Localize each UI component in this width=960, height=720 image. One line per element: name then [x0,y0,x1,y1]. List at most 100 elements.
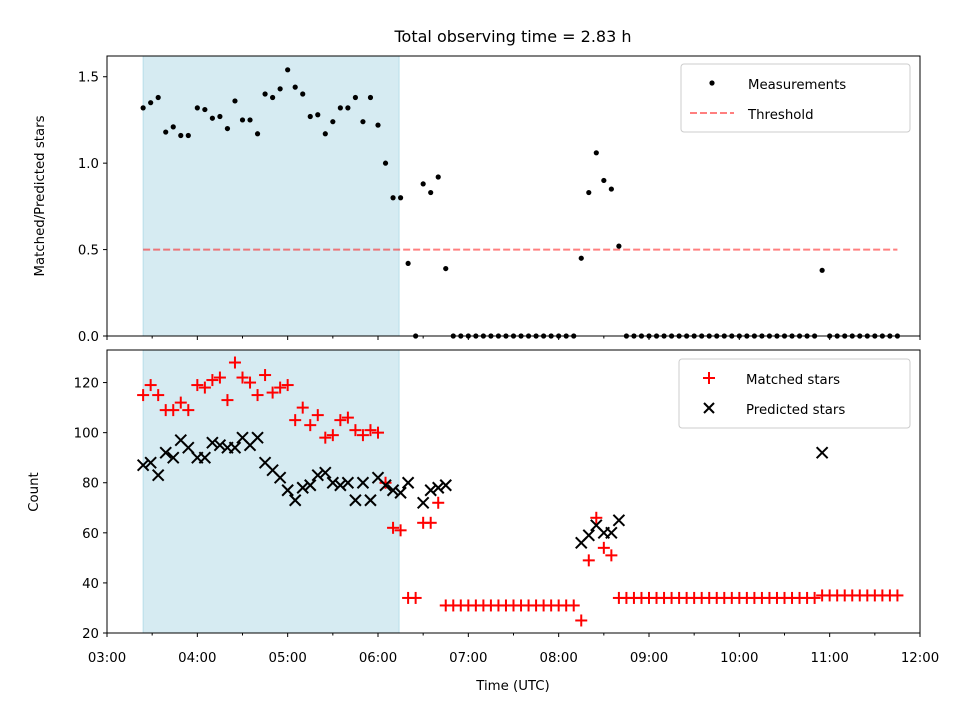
predicted-star-point [167,451,180,464]
predicted-x-b [288,494,302,507]
predicted-x-b [386,484,400,497]
bottom-y-tick-label: 20 [82,627,99,642]
predicted-star-point [386,484,400,497]
measurement-point [322,131,328,137]
matched-star-point [409,591,422,604]
predicted-x-b [251,431,264,444]
bottom-x-tick-label: 07:00 [449,651,487,666]
bottom-y-tick-label: 100 [74,427,99,442]
measurement-point [217,113,223,120]
measurement-point [608,186,614,192]
matched-star-point [364,424,377,437]
predicted-x-b [236,431,249,444]
matched-star-point [590,511,603,524]
matched-star-point [259,369,272,382]
matched-star-point [582,554,595,567]
matched-star-point [341,411,354,424]
measurement-point [352,94,359,101]
predicted-star-point [198,451,212,464]
matched-star-point [575,614,588,627]
measurement-point [277,86,283,92]
measurement-point [163,129,169,135]
predicted-star-point [151,469,165,482]
top-y-ticks: 0.0 0.5 1.0 1.5 [78,71,107,345]
predicted-x-b [334,479,347,492]
matched-star-point [198,381,211,394]
predicted-star-point [341,476,355,489]
measurement-point [367,94,374,101]
x-axis-label: Time (UTC) [475,679,550,694]
top-legend: Measurements Threshold [680,63,911,133]
predicted-x-b [394,486,407,499]
bottom-y-tick-label: 40 [82,577,99,592]
predicted-x-b [206,436,219,449]
predicted-x-b [167,451,180,464]
predicted-x-b [356,476,370,489]
matched-stars-points [137,356,904,627]
matched-star-point [387,521,400,534]
predicted-star-point [334,479,347,492]
top-y-tick-label: 1.0 [78,157,99,172]
predicted-x-b [266,464,279,477]
measurement-point [140,105,146,111]
predicted-x-b [815,446,829,459]
predicted-x-b [151,469,165,482]
matched-star-point [372,426,384,439]
predicted-x-b [304,479,317,492]
matched-star-point [356,429,369,442]
predicted-star-point [612,514,626,527]
predicted-star-point [416,496,430,509]
predicted-star-point [815,446,829,459]
matched-star-point [221,394,234,407]
predicted-x-b [198,451,212,464]
predicted-x-b [341,476,355,489]
predicted-x-b [364,494,377,507]
measurement-point [185,132,191,139]
bottom-y-ticks: 20 40 60 80 100 120 [74,377,107,642]
predicted-x-b [605,526,618,540]
predicted-star-point [349,494,362,507]
measurement-point [428,189,434,196]
predicted-star-point [251,431,264,444]
measurement-point [397,195,404,201]
measurement-point [307,113,313,120]
matched-star-point [319,431,332,444]
matched-star-point [144,379,157,392]
predicted-star-point [288,494,302,507]
predicted-star-point [144,456,157,469]
measurement-point [601,177,607,184]
top-x-ticks [106,336,921,340]
predicted-x-b [379,479,392,492]
measurement-point [330,119,336,125]
matched-star-point [891,589,904,602]
measurement-point [170,124,176,130]
predicted-x-b [296,481,309,494]
predicted-x-b [182,441,195,454]
bottom-x-tick-label: 09:00 [630,651,668,666]
measurement-point [390,195,396,201]
bottom-y-tick-label: 120 [74,377,99,392]
measurement-point [315,112,321,118]
measurement-point [285,67,291,73]
measurement-point [593,150,599,156]
top-legend-box [680,63,911,133]
predicted-x-b [311,469,324,482]
measurement-point [202,106,208,113]
legend-threshold-label: Threshold [747,108,814,123]
predicted-x-b [136,458,150,472]
matched-star-point [597,541,610,554]
predicted-x-b [416,496,430,509]
predicted-x-b [319,466,332,479]
bottom-x-tick-label: 06:00 [359,651,397,666]
matched-star-point [274,381,287,394]
measurement-point [819,267,825,273]
predicted-x-b [174,433,187,447]
matched-star-point [304,419,317,432]
measurement-point [300,91,306,97]
matched-star-point [379,476,392,489]
chart-title: Total observing time = 2.83 h [393,27,631,46]
predicted-stars-points [136,431,829,550]
predicted-x-b [228,441,242,454]
predicted-x-b [439,479,452,492]
predicted-star-point [432,481,445,494]
